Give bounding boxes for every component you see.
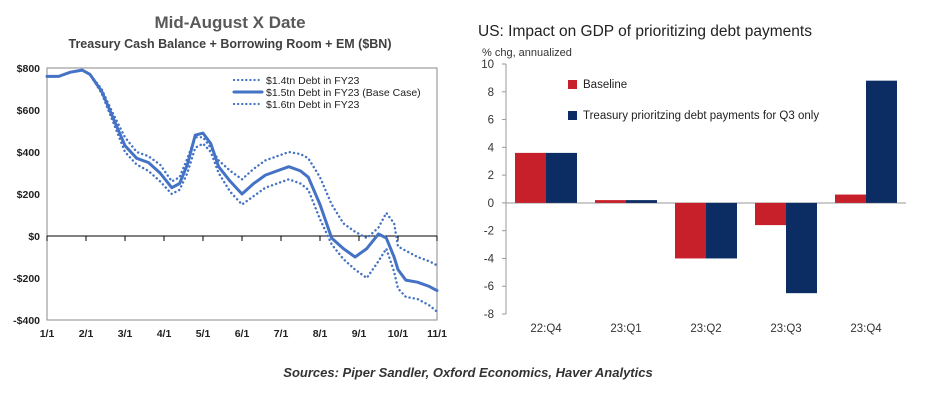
y-tick-label: $200 [17,189,41,201]
legend-label: Treasury prioritzing debt payments for Q… [583,110,819,122]
chart-title: US: Impact on GDP of prioritizing debt p… [478,23,812,40]
x-tick-label: 23:Q1 [610,323,641,335]
legend-label: $1.5tn Debt in FY23 (Base Case) [266,87,421,99]
y-tick-label: 8 [488,87,494,99]
x-tick-label: 23:Q2 [690,323,721,335]
legend-swatch [568,111,577,120]
series-line [45,68,439,293]
y-tick-label: -2 [484,226,494,238]
y-tick-label: 6 [488,115,494,127]
bar [515,152,546,203]
bar [786,202,817,294]
y-tick-label: -6 [484,281,494,293]
series-line [45,68,439,267]
x-tick-label: 22:Q4 [530,323,562,335]
bar [595,200,626,203]
legend-label: Baseline [583,79,627,91]
legend-label: $1.6tn Debt in FY23 [266,99,360,111]
y-tick-label: $0 [28,231,40,243]
x-tick-label: 7/1 [274,328,289,340]
bar [626,200,657,203]
source-note: Sources: Piper Sandler, Oxford Economics… [283,365,653,380]
legend-swatch [568,80,577,89]
x-tick-label: 2/1 [79,328,94,340]
bar [706,202,737,259]
x-tick-label: 23:Q3 [770,323,801,335]
y-tick-label: $400 [17,147,41,159]
x-tick-label: 9/1 [352,328,367,340]
bar [835,194,866,203]
bar [675,202,706,259]
x-tick-label: 10/1 [388,328,409,340]
y-tick-label: 10 [481,59,494,71]
y-tick-label: -$400 [13,315,40,327]
x-tick-label: 1/1 [40,328,55,340]
y-axis-label: % chg, annualized [482,47,572,59]
x-tick-label: 6/1 [235,328,250,340]
x-tick-label: 3/1 [118,328,133,340]
y-tick-label: $600 [17,105,41,117]
chart-subtitle: Treasury Cash Balance + Borrowing Room +… [69,37,392,51]
chart-title: Mid-August X Date [154,13,305,32]
bar [866,80,897,203]
bar [546,152,577,203]
y-tick-label: -8 [484,309,494,321]
y-tick-label: 2 [488,170,494,182]
line-chart: Mid-August X Date Treasury Cash Balance … [13,13,447,340]
x-tick-label: 11/1 [427,328,447,340]
x-tick-label: 4/1 [157,328,172,340]
y-tick-label: -$200 [13,273,40,285]
x-tick-label: 8/1 [313,328,328,340]
y-tick-label: -4 [484,253,495,265]
bar-chart: US: Impact on GDP of prioritizing debt p… [478,23,906,335]
x-tick-label: 5/1 [196,328,211,340]
x-tick-label: 23:Q4 [850,323,882,335]
bar [755,202,786,226]
legend-label: $1.4tn Debt in FY23 [266,75,360,87]
y-tick-label: 4 [488,142,495,154]
y-tick-label: 0 [488,198,494,210]
y-tick-label: $800 [17,63,41,75]
